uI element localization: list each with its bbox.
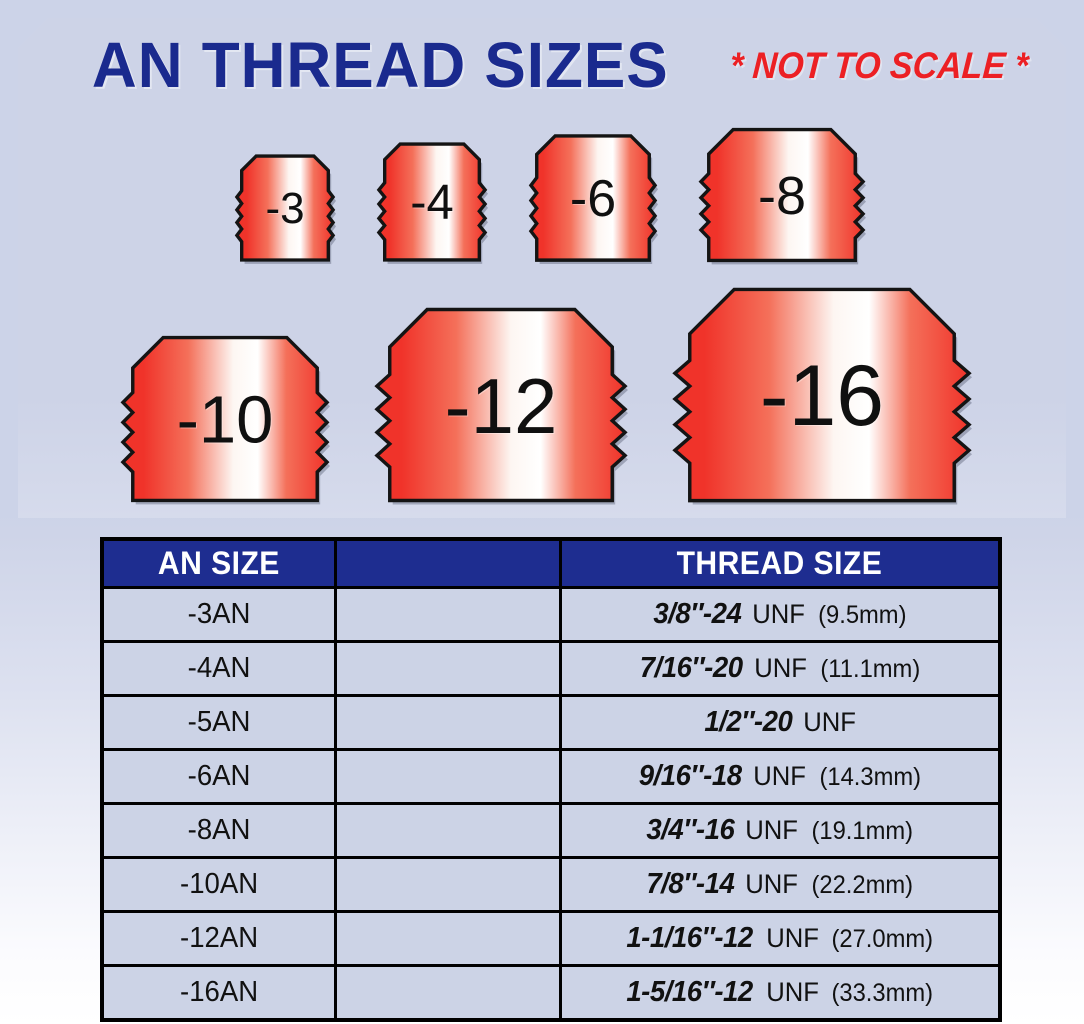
fitting-dash12: -12 bbox=[374, 305, 628, 507]
cell-an-size: -10AN bbox=[100, 856, 337, 913]
thread-size-table: AN SIZE THREAD SIZE -3AN 3/8″-24 UNF (9.5mm… bbox=[100, 537, 1002, 1022]
thread-metric: (11.1mm) bbox=[819, 655, 920, 683]
thread-standard: UNF bbox=[765, 977, 819, 1007]
cell-blank bbox=[333, 694, 562, 751]
cell-an-size: -4AN bbox=[100, 640, 337, 697]
thread-fraction: 7/16″-20 bbox=[639, 652, 743, 684]
column-header-thread-size: THREAD SIZE bbox=[558, 537, 1002, 589]
cell-thread-size: 7/8″-14 UNF (22.2mm) bbox=[558, 856, 1002, 913]
thread-standard: UNF bbox=[803, 707, 857, 737]
fitting-shape-icon bbox=[528, 134, 658, 264]
an-size-text: -6AN bbox=[187, 760, 251, 792]
cell-an-size: -3AN bbox=[100, 586, 337, 643]
thread-standard: UNF bbox=[754, 653, 807, 683]
chart-header: AN THREAD SIZES * NOT TO SCALE * bbox=[0, 26, 1084, 104]
cell-blank bbox=[333, 802, 562, 859]
thread-standard: UNF bbox=[765, 923, 819, 953]
fitting-shape-icon bbox=[120, 335, 330, 505]
cell-an-size: -6AN bbox=[100, 748, 337, 805]
thread-standard: UNF bbox=[753, 761, 807, 791]
an-size-text: -3AN bbox=[187, 598, 251, 630]
thread-fraction: 1-1/16″-12 bbox=[626, 922, 754, 954]
cell-thread-size: 3/8″-24 UNF (9.5mm) bbox=[558, 586, 1002, 643]
thread-fraction: 3/4″-16 bbox=[646, 814, 735, 846]
fitting-shape-icon bbox=[698, 127, 866, 265]
column-header-blank bbox=[333, 537, 562, 589]
thread-standard: UNF bbox=[745, 815, 799, 845]
fitting-shape-icon bbox=[672, 287, 972, 505]
table-row: -8AN 3/4″-16 UNF (19.1mm) bbox=[100, 802, 1002, 859]
thread-metric: (14.3mm) bbox=[819, 763, 921, 791]
thread-standard: UNF bbox=[752, 599, 806, 629]
thread-fraction: 7/8″-14 bbox=[646, 868, 735, 900]
an-size-text: -8AN bbox=[187, 814, 251, 846]
cell-thread-size: 1/2″-20 UNF bbox=[558, 694, 1002, 751]
fitting-dash4: -4 bbox=[376, 139, 488, 267]
cell-blank bbox=[333, 964, 562, 1022]
fitting-row-large: -10 -12 -16 bbox=[0, 285, 1084, 507]
cell-an-size: -5AN bbox=[100, 694, 337, 751]
table-body: -3AN 3/8″-24 UNF (9.5mm) -4AN 7/16″-20 UNF (11.… bbox=[100, 586, 1002, 1022]
thread-fraction: 1-5/16″-12 bbox=[626, 976, 754, 1008]
cell-thread-size: 1-1/16″-12 UNF (27.0mm) bbox=[558, 910, 1002, 967]
table-row: -4AN 7/16″-20 UNF (11.1mm) bbox=[100, 640, 1002, 697]
cell-blank bbox=[333, 640, 562, 697]
thread-fraction: 9/16″-18 bbox=[638, 760, 742, 792]
cell-an-size: -12AN bbox=[100, 910, 337, 967]
an-size-text: -10AN bbox=[179, 868, 258, 900]
thread-size-table-container: AN SIZE THREAD SIZE -3AN 3/8″-24 UNF (9.5mm… bbox=[100, 537, 1002, 1022]
table-row: -10AN 7/8″-14 UNF (22.2mm) bbox=[100, 856, 1002, 913]
cell-an-size: -8AN bbox=[100, 802, 337, 859]
cell-blank bbox=[333, 748, 562, 805]
table-row: -6AN 9/16″-18 UNF (14.3mm) bbox=[100, 748, 1002, 805]
column-header-an-size: AN SIZE bbox=[100, 537, 337, 589]
fitting-row-small: -3 -4 -6 -8 bbox=[0, 125, 1084, 267]
an-size-text: -4AN bbox=[187, 652, 251, 684]
not-to-scale-note: * NOT TO SCALE * bbox=[728, 44, 1030, 86]
thread-standard: UNF bbox=[745, 869, 799, 899]
an-size-text: -12AN bbox=[179, 922, 258, 954]
cell-thread-size: 7/16″-20 UNF (11.1mm) bbox=[558, 640, 1002, 697]
fitting-shape-icon bbox=[234, 154, 336, 264]
table-row: -5AN 1/2″-20 UNF bbox=[100, 694, 1002, 751]
fitting-dash6: -6 bbox=[528, 131, 658, 267]
fitting-dash3: -3 bbox=[234, 151, 336, 267]
cell-blank bbox=[333, 856, 562, 913]
fitting-dash8: -8 bbox=[698, 125, 866, 267]
thread-metric: (27.0mm) bbox=[831, 925, 934, 953]
thread-metric: (22.2mm) bbox=[811, 871, 913, 899]
cell-thread-size: 9/16″-18 UNF (14.3mm) bbox=[558, 748, 1002, 805]
fitting-shape-icon bbox=[374, 307, 628, 505]
fitting-dash16: -16 bbox=[672, 285, 972, 507]
page-title: AN THREAD SIZES bbox=[91, 29, 669, 101]
table-row: -3AN 3/8″-24 UNF (9.5mm) bbox=[100, 586, 1002, 643]
cell-blank bbox=[333, 910, 562, 967]
an-size-text: -5AN bbox=[187, 706, 251, 738]
table-row: -16AN 1-5/16″-12 UNF (33.3mm) bbox=[100, 964, 1002, 1022]
thread-metric: (33.3mm) bbox=[831, 979, 934, 1007]
cell-thread-size: 1-5/16″-12 UNF (33.3mm) bbox=[558, 964, 1002, 1022]
thread-fraction: 3/8″-24 bbox=[652, 598, 741, 630]
cell-blank bbox=[333, 586, 562, 643]
fitting-shape-icon bbox=[376, 142, 488, 264]
thread-fraction: 1/2″-20 bbox=[704, 706, 792, 738]
fitting-dash10: -10 bbox=[120, 333, 330, 507]
table-row: -12AN 1-1/16″-12 UNF (27.0mm) bbox=[100, 910, 1002, 967]
an-size-text: -16AN bbox=[179, 976, 258, 1008]
table-header-row: AN SIZE THREAD SIZE bbox=[100, 537, 1002, 589]
thread-metric: (9.5mm) bbox=[817, 601, 907, 629]
thread-metric: (19.1mm) bbox=[811, 817, 913, 845]
cell-thread-size: 3/4″-16 UNF (19.1mm) bbox=[558, 802, 1002, 859]
cell-an-size: -16AN bbox=[100, 964, 337, 1022]
